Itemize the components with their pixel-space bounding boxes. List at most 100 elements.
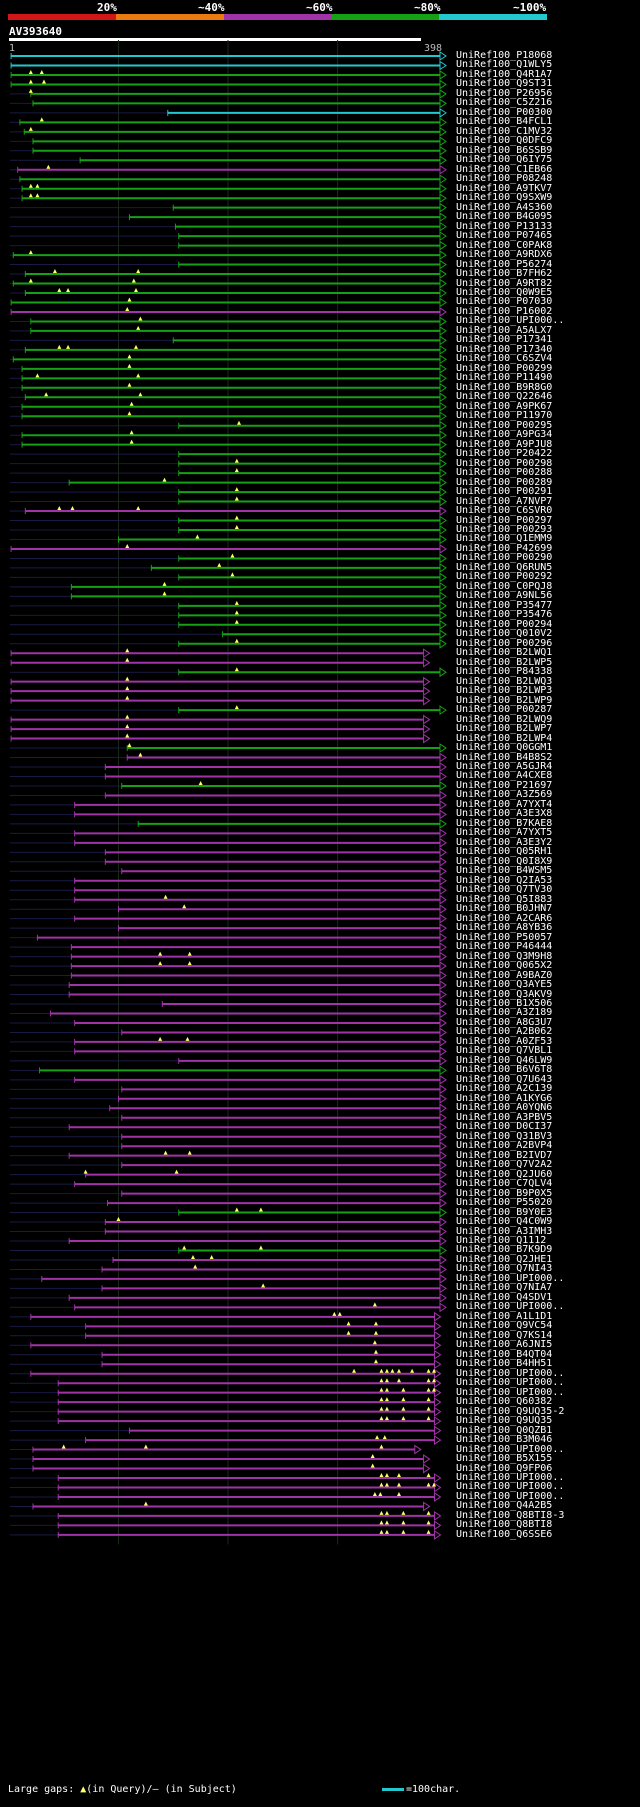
hit-row[interactable] [10, 676, 431, 687]
hit-label-link[interactable]: UniRef100_Q3M9H8 [456, 950, 553, 962]
hit-row[interactable] [10, 1378, 442, 1389]
hit-row[interactable] [10, 534, 447, 545]
hit-label-link[interactable]: UniRef100_P18068 [456, 50, 553, 61]
hit-label-link[interactable]: UniRef100_A4CXE8 [456, 770, 553, 782]
hit-label-link[interactable]: UniRef100_A5ALX7 [456, 324, 553, 336]
hit-label-link[interactable]: UniRef100_Q9SXW9 [456, 192, 553, 204]
hit-row[interactable] [10, 1131, 447, 1142]
hit-label-link[interactable]: UniRef100_B1X506 [456, 998, 553, 1009]
hit-row[interactable] [10, 1074, 447, 1085]
hit-label-link[interactable]: UniRef100_Q7KS14 [456, 1329, 553, 1341]
hit-label-link[interactable]: UniRef100_B2LWP9 [456, 694, 553, 706]
hit-row[interactable] [10, 449, 447, 460]
hit-row[interactable] [10, 278, 447, 289]
hit-label-link[interactable]: UniRef100_UPI000.. [456, 315, 565, 327]
hit-label-link[interactable]: UniRef100_C0PAK8 [456, 239, 553, 251]
hit-label-link[interactable]: UniRef100_B7K9D9 [456, 1244, 553, 1256]
hit-row[interactable] [10, 1482, 442, 1493]
hit-label-link[interactable]: UniRef100_Q9VC54 [456, 1320, 553, 1332]
hit-label-link[interactable]: UniRef100_B2LWQ3 [456, 675, 553, 687]
hit-row[interactable] [10, 288, 447, 298]
hit-label-link[interactable]: UniRef100_Q9UQ35-2 [456, 1405, 565, 1417]
hit-row[interactable] [10, 847, 447, 858]
hit-label-link[interactable]: UniRef100_Q9UQ35 [456, 1415, 553, 1427]
hit-row[interactable] [10, 98, 447, 109]
hit-row[interactable] [10, 183, 447, 194]
hit-label-link[interactable]: UniRef100_B4HH51 [456, 1358, 553, 1370]
hit-row[interactable] [10, 1046, 447, 1057]
hit-row[interactable] [10, 686, 431, 697]
hit-row[interactable] [10, 240, 447, 251]
hit-label-link[interactable]: UniRef100_UPI000.. [456, 1272, 565, 1284]
hit-label-link[interactable]: UniRef100_Q2JU60 [456, 1168, 553, 1180]
hit-label-link[interactable]: UniRef100_Q1112 [456, 1235, 547, 1246]
hit-row[interactable] [10, 866, 447, 877]
hit-row[interactable] [10, 1454, 431, 1464]
hit-row[interactable] [10, 543, 447, 554]
hit-label-link[interactable]: UniRef100_Q31BV3 [456, 1130, 553, 1142]
hit-label-link[interactable]: UniRef100_A9TKV7 [456, 182, 553, 194]
hit-label-link[interactable]: UniRef100_P11490 [456, 372, 553, 384]
hit-label-link[interactable]: UniRef100_A2BVP4 [456, 1140, 553, 1152]
hit-label-link[interactable]: UniRef100_C6SVR0 [456, 505, 553, 517]
hit-label-link[interactable]: UniRef100_A3IMH3 [456, 1225, 553, 1237]
hit-label-link[interactable]: UniRef100_B9P0X5 [456, 1187, 553, 1199]
hit-row[interactable] [10, 1179, 447, 1190]
hit-label-link[interactable]: UniRef100_P00296 [456, 637, 553, 649]
hit-row[interactable] [10, 79, 447, 90]
hit-label-link[interactable]: UniRef100_C6SZV4 [456, 353, 553, 365]
hit-row[interactable] [10, 1188, 447, 1199]
hit-row[interactable] [10, 951, 447, 962]
hit-row[interactable] [10, 1406, 442, 1417]
hit-label-link[interactable]: UniRef100_P00290 [456, 552, 553, 564]
hit-row[interactable] [10, 1330, 442, 1341]
hit-label-link[interactable]: UniRef100_A0YQN6 [456, 1102, 553, 1114]
hit-row[interactable] [10, 401, 447, 412]
hit-row[interactable] [10, 107, 447, 118]
hit-label-link[interactable]: UniRef100_P55020 [456, 1197, 553, 1209]
hit-label-link[interactable]: UniRef100_Q010V2 [456, 628, 553, 640]
hit-row[interactable] [10, 525, 447, 535]
hit-row[interactable] [10, 1387, 442, 1398]
hit-label-link[interactable]: UniRef100_B0JHN7 [456, 903, 553, 915]
hit-row[interactable] [10, 1397, 442, 1408]
hit-row[interactable] [10, 1510, 442, 1521]
hit-label-link[interactable]: UniRef100_A6JNI5 [456, 1339, 553, 1351]
hit-row[interactable] [10, 828, 447, 839]
hit-row[interactable] [10, 496, 447, 507]
hit-row[interactable] [10, 382, 447, 393]
hit-row[interactable] [10, 629, 447, 640]
hit-row[interactable] [10, 439, 447, 450]
hit-row[interactable] [10, 117, 447, 128]
hit-label-link[interactable]: UniRef100_Q1EMM9 [456, 533, 553, 545]
hit-row[interactable] [10, 1245, 447, 1256]
hit-label-link[interactable]: UniRef100_P17340 [456, 343, 553, 355]
hit-label-link[interactable]: UniRef100_Q7U643 [456, 1073, 553, 1085]
hit-row[interactable] [10, 619, 447, 630]
hit-row[interactable] [10, 1018, 447, 1028]
hit-label-link[interactable]: UniRef100_B2LWP3 [456, 685, 553, 697]
hit-label-link[interactable]: UniRef100_Q9FP06 [456, 1462, 553, 1474]
hit-label-link[interactable]: UniRef100_B6V6T8 [456, 1064, 553, 1076]
hit-row[interactable] [10, 1226, 447, 1237]
hit-row[interactable] [10, 1491, 442, 1502]
hit-row[interactable] [10, 1416, 442, 1427]
hit-label-link[interactable]: UniRef100_UPI000.. [456, 1367, 565, 1379]
hit-label-link[interactable]: UniRef100_A1KYG6 [456, 1092, 553, 1104]
hit-label-link[interactable]: UniRef100_Q60382 [456, 1396, 553, 1408]
hit-row[interactable] [10, 1198, 447, 1209]
hit-label-link[interactable]: UniRef100_Q7TV30 [456, 884, 553, 896]
hit-label-link[interactable]: UniRef100_C1MV32 [456, 125, 553, 137]
hit-label-link[interactable]: UniRef100_Q5I883 [456, 893, 553, 905]
hit-label-link[interactable]: UniRef100_A7YXT5 [456, 827, 553, 839]
hit-label-link[interactable]: UniRef100_Q2IA53 [456, 874, 553, 886]
hit-label-link[interactable]: UniRef100_Q3AYE5 [456, 979, 553, 991]
hit-label-link[interactable]: UniRef100_Q1WLY5 [456, 59, 553, 71]
hit-row[interactable] [10, 506, 447, 516]
hit-row[interactable] [10, 1093, 447, 1104]
hit-row[interactable] [10, 60, 447, 71]
hit-row[interactable] [10, 1169, 447, 1180]
hit-row[interactable] [10, 762, 447, 772]
hit-label-link[interactable]: UniRef100_Q0GGM1 [456, 742, 553, 754]
hit-row[interactable] [10, 875, 447, 886]
